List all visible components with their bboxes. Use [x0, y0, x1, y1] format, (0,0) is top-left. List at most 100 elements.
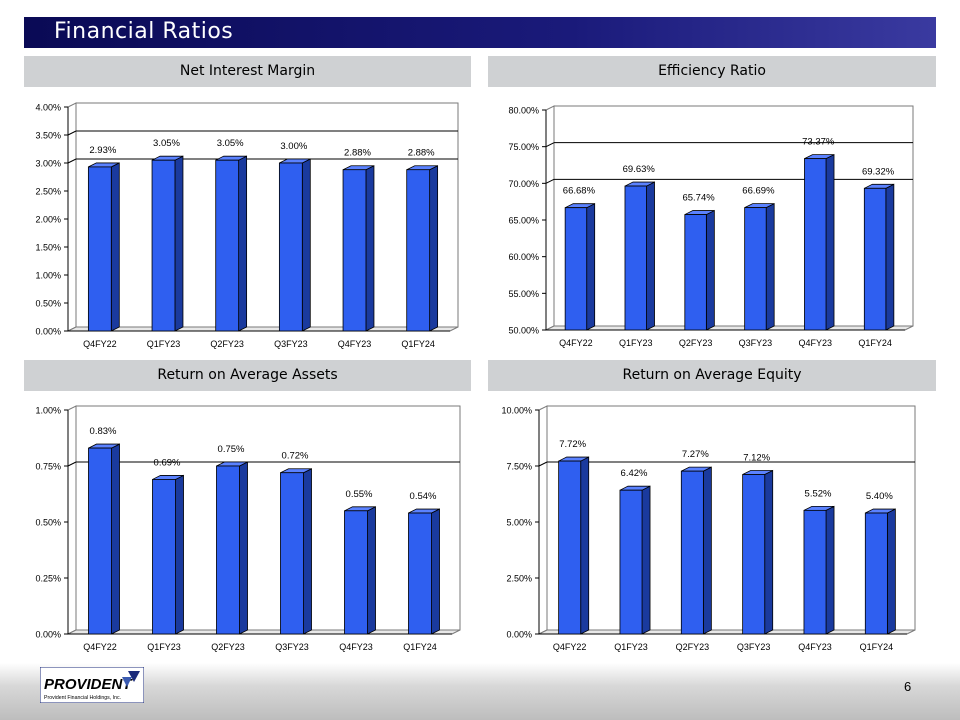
bar: [558, 460, 582, 635]
page-title: Financial Ratios: [54, 19, 234, 44]
bar-side: [702, 466, 712, 635]
page-number: 6: [904, 679, 912, 694]
x-tick-label: Q4FY22: [83, 339, 117, 349]
y-tick-label: 50.00%: [508, 326, 539, 336]
bar: [564, 207, 588, 331]
bar: [804, 158, 827, 331]
y-tick-label: 10.00%: [501, 406, 532, 416]
y-tick-label: 1.50%: [35, 243, 61, 253]
x-tick-label: Q1FY23: [619, 338, 653, 348]
x-tick-label: Q4FY22: [559, 338, 593, 348]
data-label: 3.05%: [153, 138, 180, 149]
y-tick-label: 65.00%: [508, 216, 539, 226]
data-label: 2.88%: [344, 148, 371, 159]
bar: [619, 489, 643, 635]
bar: [215, 159, 240, 332]
data-label: 69.63%: [623, 164, 656, 175]
bar: [863, 187, 887, 331]
data-label: 3.00%: [280, 141, 307, 152]
svg-text:Provident Financial Holdings,: Provident Financial Holdings, Inc.: [44, 695, 121, 701]
gridline-side: [67, 461, 77, 467]
bar: [803, 509, 827, 635]
title-bar: Financial Ratios: [24, 17, 936, 48]
bar: [88, 447, 112, 635]
bar-side: [641, 485, 651, 635]
y-tick-label: 0.50%: [35, 518, 61, 528]
data-label: 6.42%: [621, 468, 648, 479]
y-tick-label: 75.00%: [508, 142, 539, 152]
bar: [87, 166, 112, 332]
x-tick-label: Q3FY23: [737, 642, 771, 652]
bar: [151, 159, 176, 332]
data-label: 66.69%: [742, 186, 775, 197]
y-tick-label: 60.00%: [508, 252, 539, 262]
x-tick-label: Q3FY23: [739, 338, 773, 348]
plot-back-wall: [75, 102, 459, 328]
data-label: 3.05%: [217, 138, 244, 149]
data-label: 0.69%: [154, 457, 181, 468]
x-tick-label: Q1FY23: [147, 642, 181, 652]
bar: [406, 169, 431, 332]
y-tick-label: 3.00%: [35, 159, 61, 169]
chart-header-return-on-average-equity: Return on Average Equity: [488, 360, 936, 391]
x-tick-label: Q2FY23: [676, 642, 710, 652]
data-label: 73.37%: [802, 137, 835, 148]
x-tick-label: Q1FY23: [147, 339, 181, 349]
y-tick-label: 0.00%: [506, 630, 532, 640]
bar: [864, 512, 888, 635]
data-label: 69.32%: [862, 166, 895, 177]
data-label: 5.40%: [866, 491, 893, 502]
bar: [216, 465, 240, 635]
data-label: 66.68%: [563, 186, 596, 197]
bar: [152, 479, 176, 635]
x-tick-label: Q4FY23: [798, 338, 832, 348]
x-tick-label: Q4FY22: [83, 642, 117, 652]
provident-logo: PROVIDENT Provident Financial Holdings, …: [40, 667, 144, 703]
data-label: 2.88%: [408, 148, 435, 159]
bar: [624, 185, 647, 331]
data-label: 0.75%: [218, 444, 245, 455]
y-tick-label: 0.75%: [35, 462, 61, 472]
y-tick-label: 0.00%: [35, 630, 61, 640]
chart-header-net-interest-margin: Net Interest Margin: [24, 56, 471, 87]
chart-header-efficiency-ratio: Efficiency Ratio: [488, 56, 936, 87]
bar: [280, 472, 304, 635]
x-tick-label: Q4FY22: [553, 642, 587, 652]
bar: [680, 470, 704, 635]
x-tick-label: Q1FY23: [614, 642, 648, 652]
y-tick-label: 3.50%: [35, 131, 61, 141]
y-tick-label: 4.00%: [35, 103, 61, 113]
gridline-side: [67, 130, 77, 136]
bar-side: [580, 456, 590, 635]
gridline-side: [545, 178, 555, 184]
bar: [342, 169, 367, 332]
gridline-side: [538, 461, 548, 467]
x-tick-label: Q1FY24: [403, 642, 437, 652]
bar: [408, 512, 432, 635]
data-label: 2.93%: [89, 145, 116, 156]
x-tick-label: Q2FY23: [679, 338, 713, 348]
x-tick-label: Q2FY23: [211, 642, 245, 652]
bar: [278, 162, 303, 332]
y-tick-label: 55.00%: [508, 289, 539, 299]
y-tick-label: 2.00%: [35, 215, 61, 225]
chart-header-return-on-average-assets: Return on Average Assets: [24, 360, 471, 391]
data-label: 65.74%: [682, 193, 715, 204]
x-tick-label: Q1FY24: [401, 339, 435, 349]
bar: [742, 474, 766, 635]
x-tick-label: Q2FY23: [210, 339, 244, 349]
bar-side: [764, 469, 774, 635]
plot-floor: [538, 629, 916, 635]
bar: [344, 510, 368, 635]
data-label: 7.12%: [743, 453, 770, 464]
y-tick-label: 0.25%: [35, 574, 61, 584]
data-label: 7.72%: [559, 439, 586, 450]
footer-bar: [0, 663, 960, 720]
y-tick-label: 1.00%: [35, 406, 61, 416]
y-tick-label: 7.50%: [506, 462, 532, 472]
data-label: 5.52%: [805, 488, 832, 499]
x-tick-label: Q1FY24: [858, 338, 892, 348]
x-tick-label: Q3FY23: [274, 339, 308, 349]
